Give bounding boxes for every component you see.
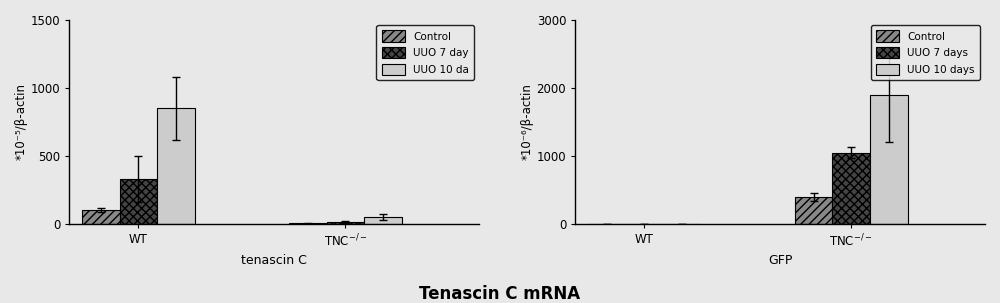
Bar [364,217,402,224]
Bar [120,179,157,224]
Bar [289,223,327,224]
Bar [82,210,120,224]
Bar [832,153,870,224]
Legend: Control, UUO 7 days, UUO 10 days: Control, UUO 7 days, UUO 10 days [871,25,980,80]
X-axis label: tenascin C: tenascin C [241,254,307,267]
Bar [327,222,364,224]
Bar [157,108,195,224]
Y-axis label: *10⁻⁵/β-actin: *10⁻⁵/β-actin [15,84,28,161]
Y-axis label: *10⁻⁶/β-actin: *10⁻⁶/β-actin [521,84,534,160]
Legend: Control, UUO 7 day, UUO 10 da: Control, UUO 7 day, UUO 10 da [376,25,474,80]
Bar [795,197,832,224]
Bar [870,95,908,224]
X-axis label: GFP: GFP [768,254,792,267]
Text: Tenascin C mRNA: Tenascin C mRNA [419,285,581,303]
